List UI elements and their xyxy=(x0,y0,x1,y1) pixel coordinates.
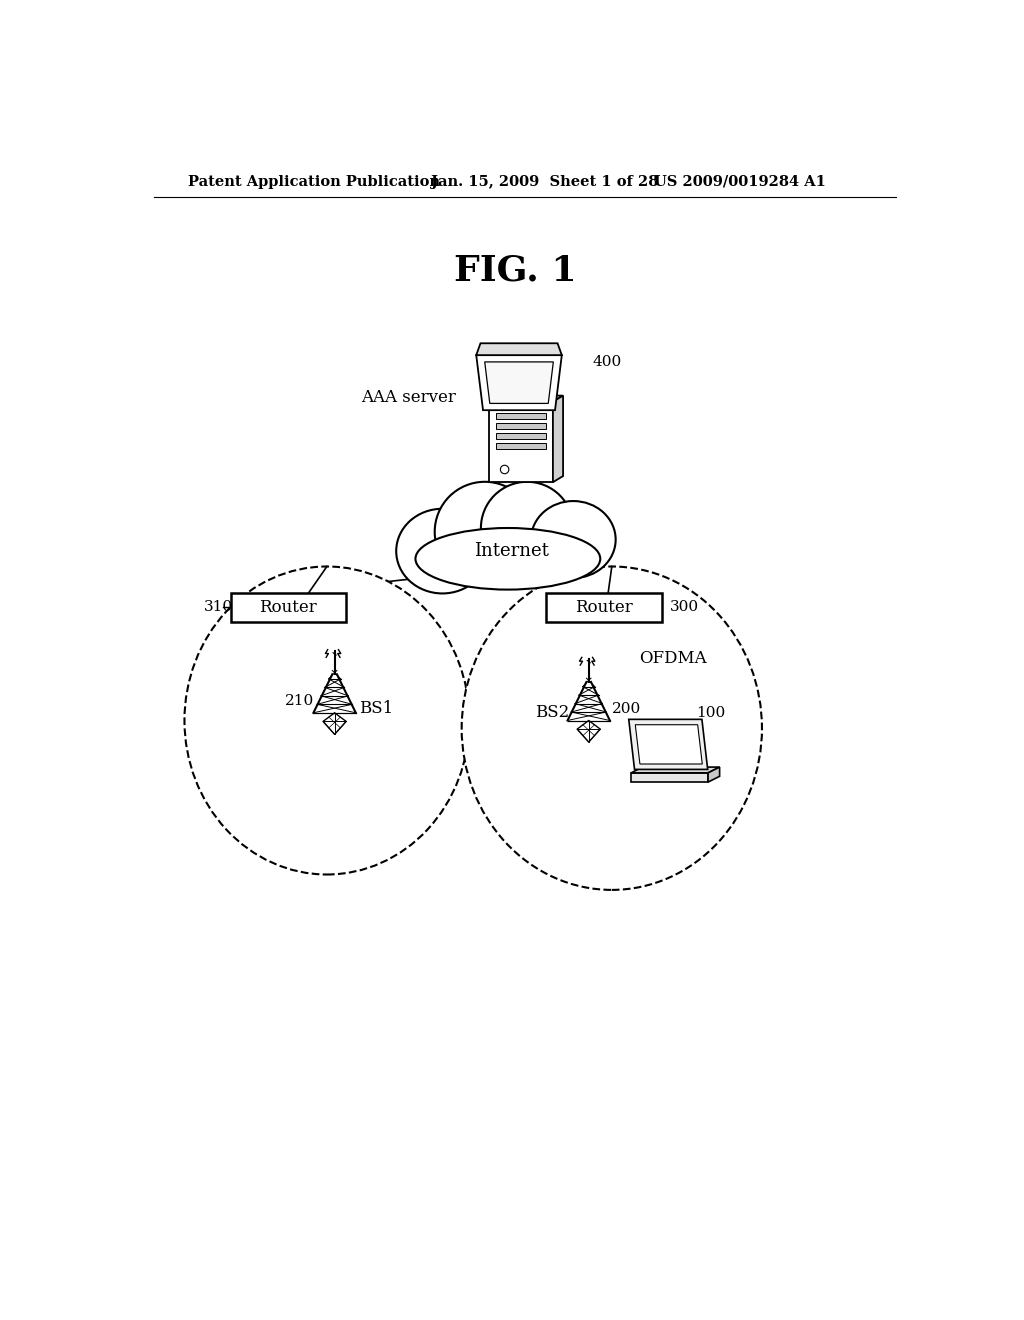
Polygon shape xyxy=(553,396,563,482)
Polygon shape xyxy=(708,767,720,781)
Ellipse shape xyxy=(481,482,573,574)
Text: 300: 300 xyxy=(670,601,698,614)
Text: 210: 210 xyxy=(285,694,313,709)
Text: BS2: BS2 xyxy=(535,705,569,721)
Polygon shape xyxy=(476,343,562,355)
Text: US 2009/0019284 A1: US 2009/0019284 A1 xyxy=(654,174,826,189)
Text: 100: 100 xyxy=(696,706,726,719)
Text: Jan. 15, 2009  Sheet 1 of 28: Jan. 15, 2009 Sheet 1 of 28 xyxy=(431,174,658,189)
Text: 400: 400 xyxy=(593,355,622,370)
Polygon shape xyxy=(635,725,702,764)
Polygon shape xyxy=(497,433,546,440)
Polygon shape xyxy=(631,767,720,774)
Text: Patent Application Publication: Patent Application Publication xyxy=(188,174,440,189)
FancyBboxPatch shape xyxy=(230,593,346,622)
Polygon shape xyxy=(484,362,553,404)
Polygon shape xyxy=(476,355,562,411)
Text: 310: 310 xyxy=(204,601,232,614)
Text: BS1: BS1 xyxy=(359,701,393,718)
Text: Router: Router xyxy=(575,599,633,616)
FancyBboxPatch shape xyxy=(547,593,662,622)
Polygon shape xyxy=(489,401,553,482)
Ellipse shape xyxy=(416,528,600,590)
Polygon shape xyxy=(629,719,708,770)
Ellipse shape xyxy=(462,566,762,890)
Polygon shape xyxy=(497,422,546,429)
Polygon shape xyxy=(497,413,546,418)
Ellipse shape xyxy=(184,566,469,874)
Ellipse shape xyxy=(435,482,535,582)
Ellipse shape xyxy=(531,502,615,578)
Text: AAA server: AAA server xyxy=(361,388,457,405)
Polygon shape xyxy=(497,444,546,449)
Text: FIG. 1: FIG. 1 xyxy=(455,253,577,286)
Text: Internet: Internet xyxy=(474,543,549,560)
Text: Router: Router xyxy=(259,599,317,616)
Ellipse shape xyxy=(396,508,488,594)
Polygon shape xyxy=(631,774,708,781)
Text: OFDMA: OFDMA xyxy=(639,651,707,668)
Text: 200: 200 xyxy=(611,702,641,715)
Polygon shape xyxy=(489,396,563,401)
